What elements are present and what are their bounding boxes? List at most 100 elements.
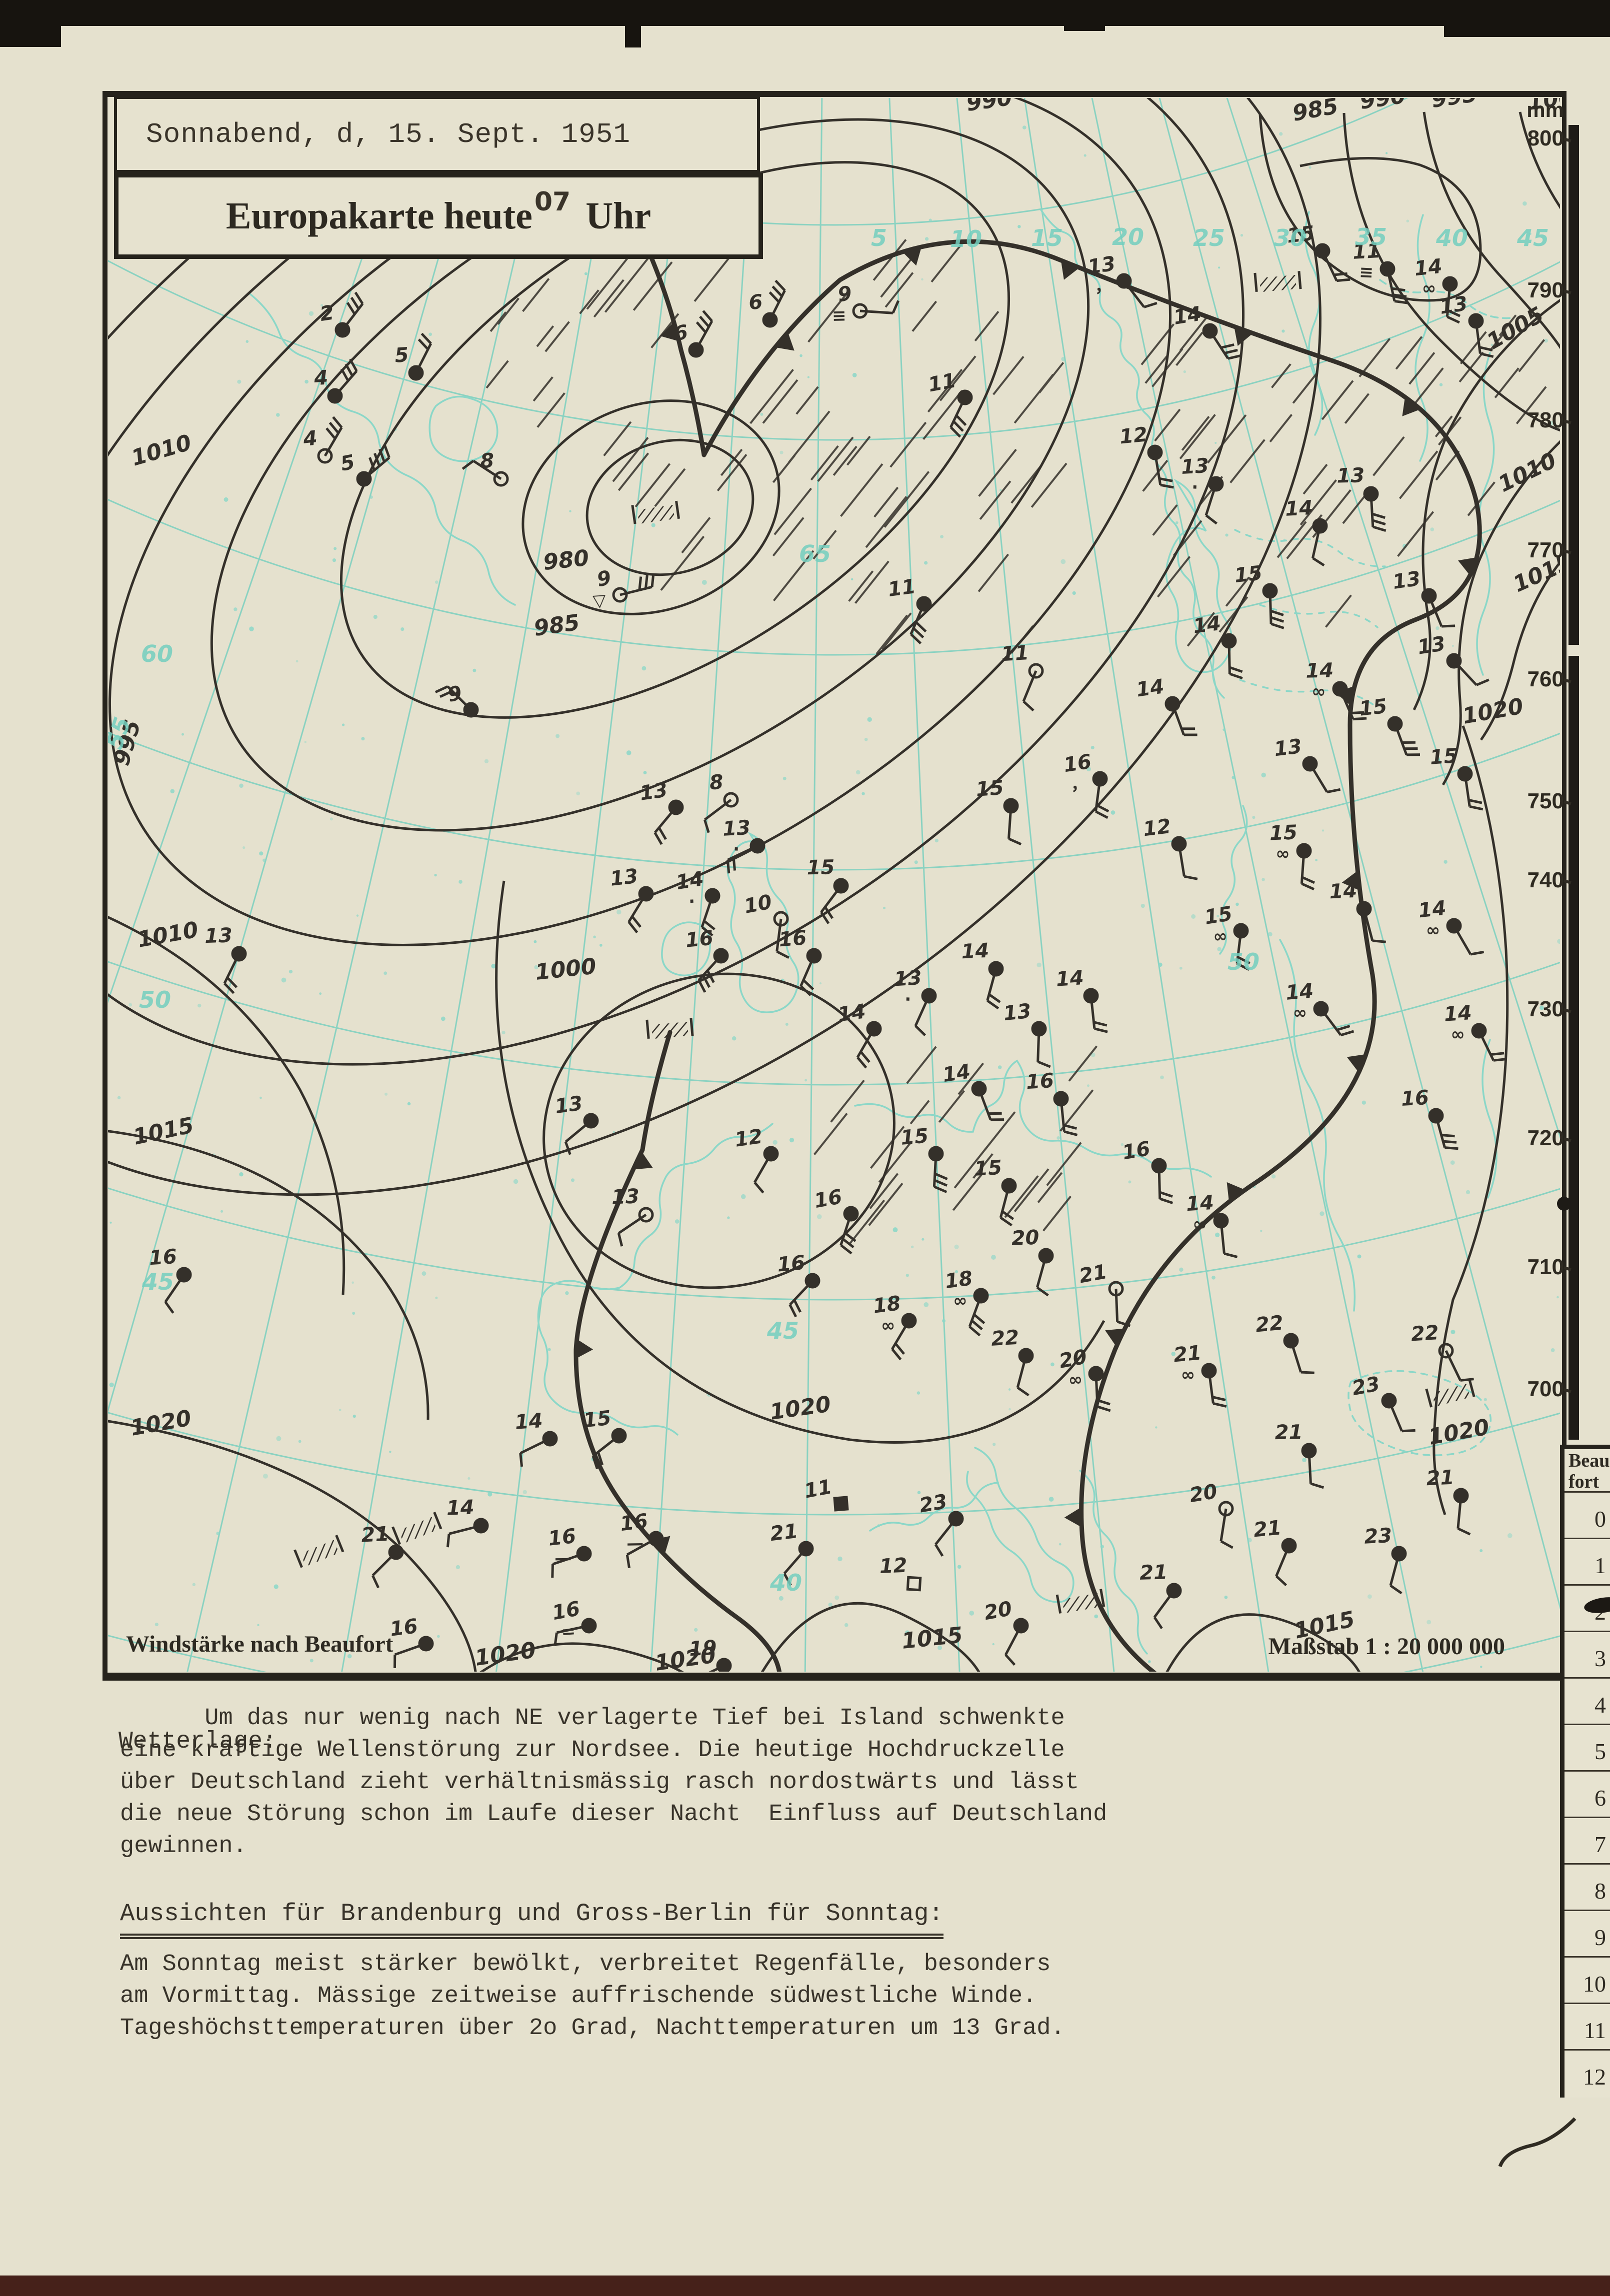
station-plot: 9≡ [832, 282, 900, 326]
hatch-stroke [1156, 556, 1191, 598]
sea-dot [778, 1596, 784, 1601]
scan-artifact [1064, 0, 1105, 31]
wind-barb-feather [434, 685, 448, 693]
wind-barb-feather [1212, 1396, 1226, 1401]
wind-barb-feather [1312, 557, 1325, 567]
station-circle [1356, 901, 1372, 917]
station-temperature: 23 [1350, 1372, 1382, 1400]
wind-barb-feather [420, 332, 432, 344]
station-circle [806, 948, 822, 964]
coastline [1234, 529, 1386, 567]
hatch-stroke [930, 242, 964, 283]
station-plot: 15 [974, 1156, 1017, 1227]
sea-dot [616, 909, 622, 915]
hatch-stroke [1292, 371, 1318, 404]
station-plot: 15 [806, 856, 849, 924]
station-plot: 13 [1002, 1000, 1051, 1068]
station-circle [1164, 696, 1180, 712]
sea-dot [1484, 1398, 1487, 1401]
sea-dot [407, 1102, 411, 1106]
station-square [833, 1496, 849, 1512]
sea-dot [864, 737, 868, 741]
station-temperature: 14 [836, 1000, 868, 1026]
sea-dot [472, 668, 476, 672]
sea-dot [352, 1312, 356, 1315]
sea-dot [760, 412, 764, 416]
station-plot: 16 [1026, 1069, 1078, 1136]
station-temperature: 16 [388, 1615, 419, 1641]
station-temperature: 15 [806, 856, 835, 879]
sea-dot [304, 741, 307, 743]
wind-barb-feather [644, 575, 648, 589]
coastline [661, 921, 711, 977]
station-circle [1208, 476, 1224, 492]
station-temperature: 11 [802, 1475, 834, 1503]
station-circle [1233, 923, 1249, 939]
sea-dot [288, 970, 293, 974]
sea-dot [1544, 338, 1548, 343]
sea-dot [740, 1194, 746, 1199]
wind-barb-feather [1037, 1060, 1051, 1068]
hatch-stroke [579, 289, 600, 314]
sea-dot [917, 1491, 921, 1495]
isobar-line [761, 1602, 980, 1672]
sea-dot [800, 354, 802, 357]
sea-dot [1282, 329, 1285, 333]
wind-barb-feather [564, 1141, 572, 1155]
station-plot: 15 [1429, 744, 1484, 811]
wind-barb-feather [1063, 1124, 1077, 1130]
isobar-label: 985 [532, 610, 581, 641]
station-plot: 13 [554, 1092, 599, 1155]
wind-barb-feather [1446, 315, 1460, 324]
station-temperature: 16 [1400, 1086, 1430, 1111]
wind-barb-feather [1184, 733, 1198, 736]
hatch-stroke [810, 445, 839, 481]
station-plot: 13 [638, 778, 684, 845]
wind-barb-feather [891, 1348, 902, 1361]
sea-dot [296, 660, 298, 663]
hatch-stroke [848, 570, 874, 602]
hatch-stroke [593, 279, 624, 318]
wind-barb-feather [1096, 1399, 1110, 1406]
station-plot: 21 [769, 1520, 814, 1586]
station-plot: 12 [879, 1554, 922, 1592]
sea-dot [819, 982, 822, 985]
station-plot: 20 [1188, 1480, 1234, 1549]
station-plot: 5 [338, 444, 390, 487]
front-line [574, 1030, 782, 1672]
station-temperature: 8 [708, 770, 724, 794]
sea-dot [352, 1414, 356, 1418]
sea-dot [928, 218, 932, 222]
hatch-stroke [1068, 1045, 1098, 1082]
beaufort-table-row: 11 [1564, 2003, 1610, 2049]
station-weather-symbol: · [1191, 477, 1198, 498]
station-circle [763, 1146, 779, 1162]
wind-barb-feather [1372, 512, 1386, 519]
isobar-label: 1020 [473, 1637, 537, 1671]
wind-barb-feather [658, 827, 667, 840]
station-circle [356, 471, 372, 487]
station-temperature: 13 [611, 1185, 640, 1209]
station-plot: 5 [394, 332, 432, 381]
wind-barb-feather [842, 1238, 854, 1248]
wind-barb-feather [793, 1299, 802, 1313]
station-temperature: 14 [1328, 879, 1358, 904]
sea-dot [384, 1092, 388, 1096]
sea-dot [924, 1302, 929, 1307]
hatch-stroke [1144, 355, 1168, 384]
station-weather-symbol: · [688, 891, 696, 912]
station-temperature: 9 [836, 282, 853, 306]
sea-dot [1175, 521, 1178, 524]
station-plot: 14 [1284, 496, 1328, 567]
station-circle [388, 1544, 404, 1560]
latitude-longitude-label: 35 [1355, 223, 1387, 250]
wind-barb-feather [788, 1304, 798, 1318]
wind-barb-feather [856, 1056, 868, 1069]
station-temperature: 11 [1000, 641, 1030, 666]
station-circle [1380, 261, 1396, 277]
map-frame-right [1562, 91, 1566, 1681]
sea-dot [851, 578, 854, 580]
station-circle [1218, 1501, 1234, 1517]
sea-dot [804, 1079, 808, 1082]
hatch-stroke [716, 454, 748, 491]
